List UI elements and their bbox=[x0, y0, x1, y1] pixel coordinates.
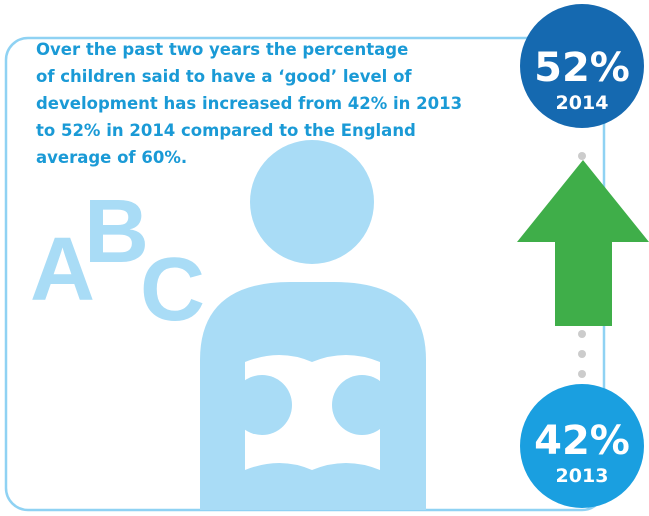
letter: B bbox=[84, 182, 149, 282]
bottom-badge: 42% 2013 bbox=[520, 384, 644, 508]
letters: A B C bbox=[30, 182, 205, 340]
letter: A bbox=[30, 220, 95, 320]
badge-year: 2014 bbox=[556, 92, 609, 114]
description-line: of children said to have a ‘good’ level … bbox=[36, 67, 412, 86]
letter: C bbox=[140, 240, 205, 340]
description-line: development has increased from 42% in 20… bbox=[36, 94, 462, 113]
badge-value: 52% bbox=[534, 45, 630, 91]
reader-figure bbox=[200, 140, 426, 510]
badge-year: 2013 bbox=[556, 465, 609, 487]
top-badge: 52% 2014 bbox=[520, 4, 644, 128]
up-arrow bbox=[517, 160, 649, 326]
description-line: average of 60%. bbox=[36, 148, 187, 167]
description-line: to 52% in 2014 compared to the England bbox=[36, 121, 416, 140]
description-line: Over the past two years the percentage bbox=[36, 40, 408, 59]
description: Over the past two years the percentage o… bbox=[36, 40, 462, 167]
badge-value: 42% bbox=[534, 418, 630, 464]
